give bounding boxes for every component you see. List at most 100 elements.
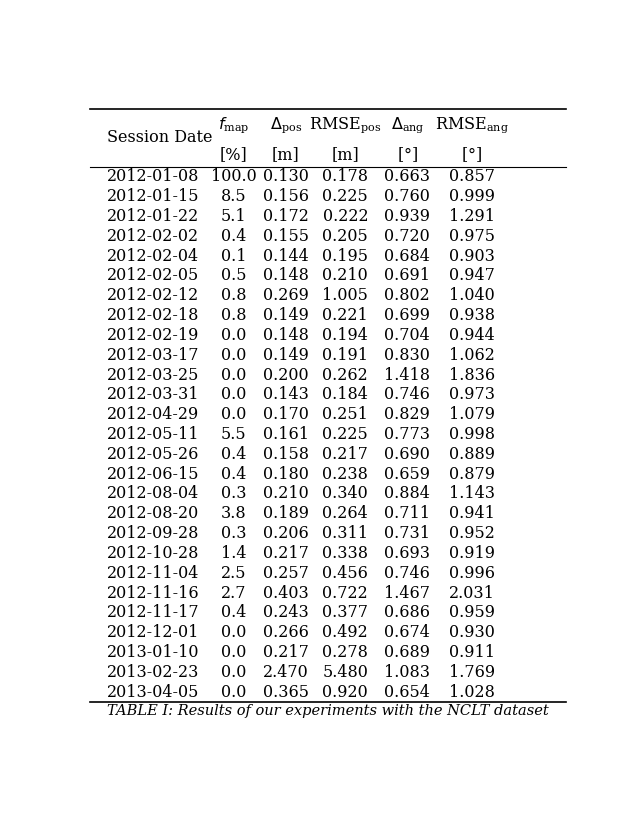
Text: 0.699: 0.699 (385, 307, 430, 324)
Text: 8.5: 8.5 (221, 188, 246, 205)
Text: 0.8: 0.8 (221, 287, 246, 304)
Text: 0.170: 0.170 (263, 406, 308, 423)
Text: 0.4: 0.4 (221, 446, 246, 463)
Text: 0.161: 0.161 (263, 426, 309, 443)
Text: 1.040: 1.040 (449, 287, 495, 304)
Text: 2012-11-17: 2012-11-17 (108, 605, 200, 621)
Text: 0.941: 0.941 (449, 505, 495, 522)
Text: 0.857: 0.857 (449, 168, 495, 185)
Text: 0.802: 0.802 (385, 287, 430, 304)
Text: 0.947: 0.947 (449, 267, 495, 284)
Text: [$\degree$]: [$\degree$] (397, 145, 418, 164)
Text: 0.251: 0.251 (323, 406, 368, 423)
Text: 2.7: 2.7 (221, 584, 246, 601)
Text: 100.0: 100.0 (211, 168, 257, 185)
Text: Session Date: Session Date (108, 130, 212, 147)
Text: $f_{\mathregular{map}}$: $f_{\mathregular{map}}$ (218, 116, 250, 135)
Text: 0.269: 0.269 (263, 287, 308, 304)
Text: 0.704: 0.704 (385, 327, 430, 344)
Text: 0.975: 0.975 (449, 227, 495, 244)
Text: 0.911: 0.911 (449, 644, 495, 661)
Text: 0.155: 0.155 (263, 227, 309, 244)
Text: 2012-02-05: 2012-02-05 (108, 267, 200, 284)
Text: 0.149: 0.149 (263, 346, 308, 363)
Text: 0.8: 0.8 (221, 307, 246, 324)
Text: 0.746: 0.746 (385, 386, 430, 403)
Text: $\mathregular{RMSE}_{\mathregular{pos}}$: $\mathregular{RMSE}_{\mathregular{pos}}$ (309, 116, 381, 135)
Text: 2.5: 2.5 (221, 565, 246, 582)
Text: 0.686: 0.686 (385, 605, 430, 621)
Text: 0.654: 0.654 (385, 684, 430, 701)
Text: 2.470: 2.470 (263, 664, 308, 681)
Text: 0.996: 0.996 (449, 565, 495, 582)
Text: 0.149: 0.149 (263, 307, 308, 324)
Text: 2012-02-18: 2012-02-18 (108, 307, 200, 324)
Text: 0.690: 0.690 (385, 446, 430, 463)
Text: 0.663: 0.663 (385, 168, 430, 185)
Text: 0.130: 0.130 (263, 168, 308, 185)
Text: 0.206: 0.206 (263, 525, 308, 542)
Text: 0.731: 0.731 (385, 525, 430, 542)
Text: 2012-02-02: 2012-02-02 (108, 227, 200, 244)
Text: 0.217: 0.217 (263, 644, 308, 661)
Text: 0.879: 0.879 (449, 465, 495, 482)
Text: 2013-04-05: 2013-04-05 (108, 684, 200, 701)
Text: 0.720: 0.720 (385, 227, 430, 244)
Text: 1.062: 1.062 (449, 346, 495, 363)
Text: 1.467: 1.467 (385, 584, 430, 601)
Text: 0.684: 0.684 (385, 248, 430, 265)
Text: [m]: [m] (332, 146, 359, 163)
Text: 2013-01-10: 2013-01-10 (108, 644, 200, 661)
Text: 1.028: 1.028 (449, 684, 495, 701)
Text: 0.148: 0.148 (263, 327, 308, 344)
Text: 0.158: 0.158 (263, 446, 309, 463)
Text: 0.830: 0.830 (385, 346, 430, 363)
Text: 1.4: 1.4 (221, 545, 246, 562)
Text: 1.083: 1.083 (385, 664, 430, 681)
Text: 5.1: 5.1 (221, 208, 246, 225)
Text: 0.184: 0.184 (323, 386, 368, 403)
Text: 0.919: 0.919 (449, 545, 495, 562)
Text: 2012-08-04: 2012-08-04 (108, 486, 200, 503)
Text: 0.377: 0.377 (323, 605, 369, 621)
Text: 0.210: 0.210 (263, 486, 308, 503)
Text: 0.456: 0.456 (323, 565, 368, 582)
Text: 2012-09-28: 2012-09-28 (108, 525, 200, 542)
Text: 2012-05-26: 2012-05-26 (108, 446, 200, 463)
Text: 0.195: 0.195 (323, 248, 369, 265)
Text: 1.418: 1.418 (385, 367, 430, 384)
Text: 5.5: 5.5 (221, 426, 246, 443)
Text: 0.939: 0.939 (385, 208, 430, 225)
Text: 0.492: 0.492 (323, 624, 368, 641)
Text: 0.217: 0.217 (263, 545, 308, 562)
Text: TABLE I: Results of our experiments with the NCLT dataset: TABLE I: Results of our experiments with… (107, 704, 549, 718)
Text: 5.480: 5.480 (323, 664, 368, 681)
Text: 2012-05-11: 2012-05-11 (108, 426, 200, 443)
Text: 0.973: 0.973 (449, 386, 495, 403)
Text: $\Delta_{\mathregular{ang}}$: $\Delta_{\mathregular{ang}}$ (390, 116, 424, 135)
Text: 0.403: 0.403 (263, 584, 308, 601)
Text: 0.773: 0.773 (385, 426, 430, 443)
Text: 2013-02-23: 2013-02-23 (108, 664, 200, 681)
Text: 0.722: 0.722 (323, 584, 368, 601)
Text: 0.178: 0.178 (323, 168, 369, 185)
Text: 0.0: 0.0 (221, 624, 246, 641)
Text: $\mathregular{RMSE}_{\mathregular{ang}}$: $\mathregular{RMSE}_{\mathregular{ang}}$ (435, 116, 509, 135)
Text: 0.674: 0.674 (385, 624, 430, 641)
Text: 0.829: 0.829 (385, 406, 430, 423)
Text: 2012-01-08: 2012-01-08 (108, 168, 200, 185)
Text: 0.959: 0.959 (449, 605, 495, 621)
Text: 2012-06-15: 2012-06-15 (108, 465, 200, 482)
Text: 0.180: 0.180 (263, 465, 308, 482)
Text: 0.217: 0.217 (323, 446, 368, 463)
Text: 1.079: 1.079 (449, 406, 495, 423)
Text: 2012-08-20: 2012-08-20 (108, 505, 200, 522)
Text: 0.191: 0.191 (323, 346, 369, 363)
Text: 2.031: 2.031 (449, 584, 495, 601)
Text: 1.769: 1.769 (449, 664, 495, 681)
Text: 2012-02-04: 2012-02-04 (108, 248, 200, 265)
Text: 0.210: 0.210 (323, 267, 368, 284)
Text: 2012-10-28: 2012-10-28 (108, 545, 200, 562)
Text: 0.144: 0.144 (263, 248, 308, 265)
Text: 0.222: 0.222 (323, 208, 368, 225)
